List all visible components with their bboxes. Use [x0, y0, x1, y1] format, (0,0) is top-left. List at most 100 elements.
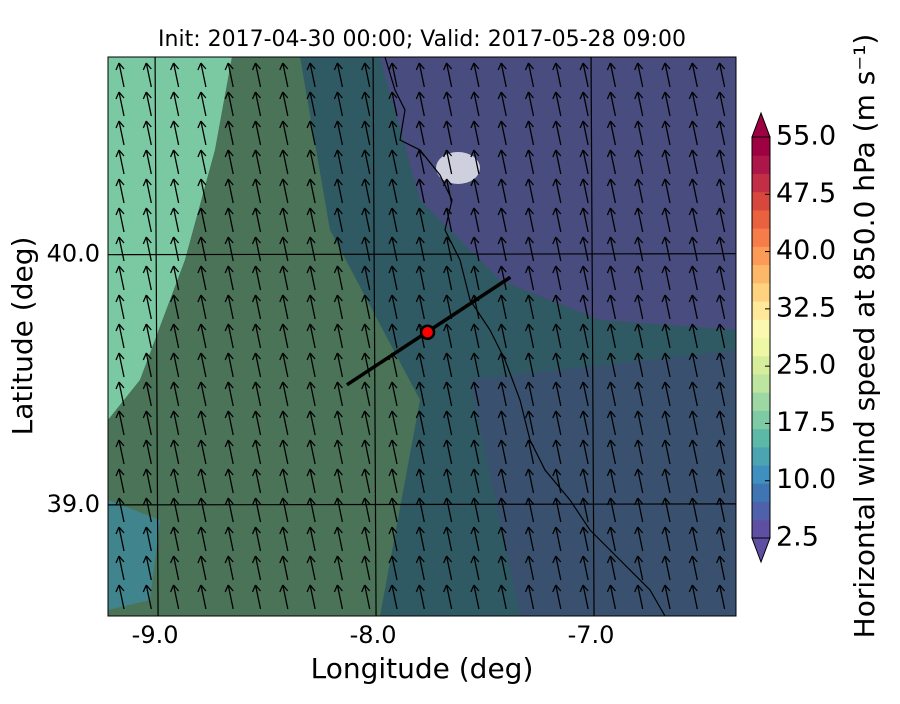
wind-arrow — [661, 149, 671, 175]
wind-arrow — [470, 584, 480, 610]
wind-arrow — [115, 62, 125, 88]
wind-arrow — [197, 207, 207, 233]
field-region — [108, 57, 420, 616]
wind-arrow — [115, 410, 125, 436]
wind-arrow — [224, 91, 234, 117]
wind-arrow — [170, 149, 180, 175]
wind-arrow — [361, 265, 371, 291]
wind-arrow — [524, 439, 535, 465]
wind-arrow — [661, 555, 671, 581]
wind-arrow — [579, 526, 589, 552]
wind-arrow — [279, 236, 289, 262]
wind-arrow — [497, 178, 507, 204]
colorbar-band — [752, 392, 770, 411]
wind-arrow — [197, 410, 207, 436]
wind-arrow — [661, 236, 671, 262]
wind-arrow — [197, 149, 207, 175]
wind-arrow — [279, 410, 289, 436]
wind-arrow — [306, 352, 316, 378]
grid-line — [107, 503, 737, 506]
wind-arrow — [306, 381, 316, 407]
wind-arrow — [552, 294, 562, 320]
wind-arrow — [279, 352, 289, 378]
wind-arrow — [524, 178, 535, 204]
x-tick-label: -8.0 — [350, 621, 397, 649]
wind-arrow — [388, 149, 398, 175]
wind-arrow — [251, 526, 262, 552]
wind-arrow — [415, 352, 425, 378]
wind-arrow — [388, 468, 398, 494]
wind-arrow — [279, 526, 289, 552]
wind-arrow — [579, 294, 589, 320]
wind-arrow — [524, 91, 535, 117]
wind-arrow — [470, 352, 480, 378]
wind-arrow — [716, 265, 726, 291]
wind-arrow — [251, 352, 262, 378]
wind-arrow — [170, 207, 180, 233]
wind-arrow — [497, 62, 507, 88]
wind-arrow — [497, 120, 507, 146]
wind-arrow — [142, 91, 152, 117]
wind-arrow — [552, 584, 562, 610]
wind-arrow — [524, 120, 535, 146]
colorbar-band — [752, 519, 770, 539]
wind-arrow — [333, 178, 344, 204]
wind-arrow — [497, 381, 507, 407]
wind-arrow — [197, 178, 207, 204]
wind-arrow — [251, 91, 262, 117]
wind-arrow — [224, 439, 234, 465]
colorbar-band — [752, 173, 770, 193]
wind-arrow — [443, 555, 453, 581]
wind-arrow — [606, 294, 617, 320]
wind-arrow — [634, 323, 644, 349]
wind-arrow — [279, 91, 289, 117]
wind-arrow — [579, 410, 589, 436]
wind-arrow — [524, 410, 535, 436]
field-region — [380, 57, 736, 330]
wind-arrow — [251, 323, 262, 349]
wind-arrow — [333, 468, 344, 494]
wind-arrow — [443, 468, 453, 494]
wind-arrow — [361, 555, 371, 581]
wind-arrow — [470, 381, 480, 407]
wind-arrow — [716, 120, 726, 146]
wind-arrow — [333, 555, 344, 581]
wind-arrow — [170, 265, 180, 291]
colorbar-band — [752, 319, 770, 338]
wind-arrow — [197, 381, 207, 407]
wind-arrow — [716, 468, 726, 494]
wind-arrow — [170, 178, 180, 204]
colorbar-tick-label: 55.0 — [776, 121, 836, 152]
wind-arrow — [115, 439, 125, 465]
colorbar-tick-label: 2.5 — [776, 522, 819, 553]
wind-arrow — [224, 178, 234, 204]
wind-arrow — [688, 265, 698, 291]
wind-arrow — [388, 381, 398, 407]
wind-arrow — [470, 91, 480, 117]
colorbar-band — [752, 282, 770, 302]
wind-arrow — [661, 91, 671, 117]
colorbar-tick-label: 17.5 — [776, 407, 836, 438]
wind-arrow — [388, 555, 398, 581]
wind-arrow — [661, 323, 671, 349]
wind-arrow — [524, 62, 535, 88]
wind-arrow — [688, 584, 698, 610]
wind-arrow — [333, 294, 344, 320]
wind-arrow — [170, 91, 180, 117]
wind-arrow — [170, 120, 180, 146]
wind-arrow — [333, 120, 344, 146]
colorbar-band — [752, 428, 770, 448]
wind-arrow — [224, 526, 234, 552]
wind-arrow — [170, 323, 180, 349]
wind-arrow — [388, 410, 398, 436]
colorbar-band — [752, 355, 770, 375]
field-region — [108, 57, 232, 420]
wind-arrow — [634, 381, 644, 407]
wind-arrow — [443, 584, 453, 610]
wind-arrow — [361, 236, 371, 262]
colorbar-band — [752, 373, 770, 393]
wind-arrow — [306, 323, 316, 349]
wind-arrow — [634, 555, 644, 581]
wind-arrow — [470, 323, 480, 349]
wind-arrow — [443, 381, 453, 407]
